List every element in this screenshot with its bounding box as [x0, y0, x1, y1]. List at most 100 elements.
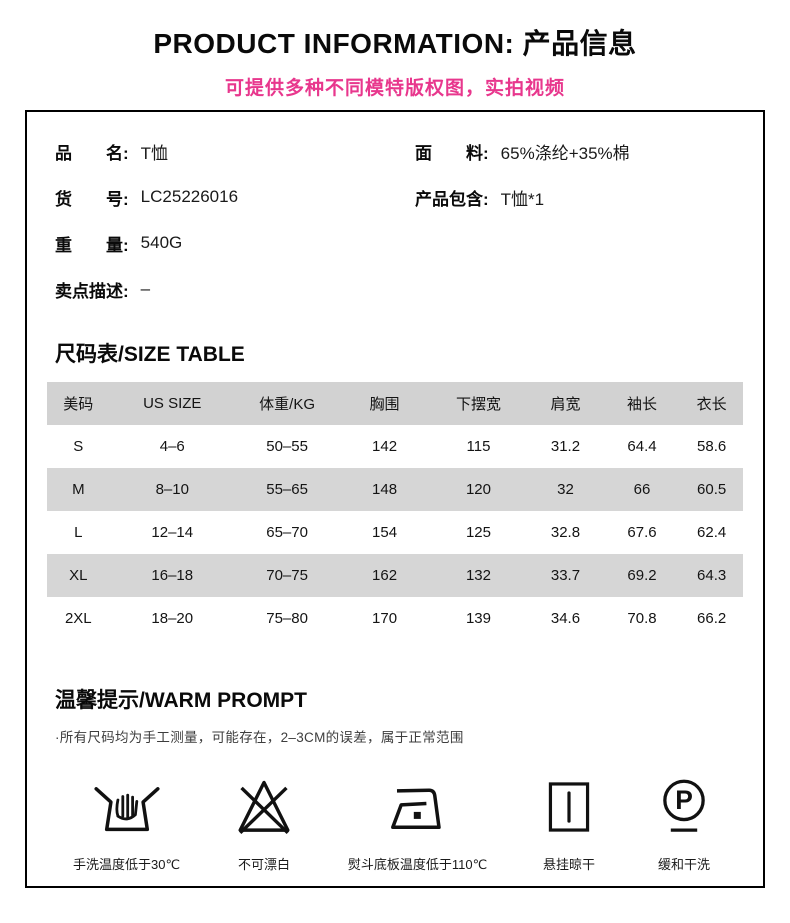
table-cell: 142 [372, 438, 398, 455]
table-cell: 148 [372, 481, 398, 498]
care-label: 缓和干洗 [657, 857, 710, 872]
table-cell: 64.4 [627, 438, 657, 455]
table-cell: L [74, 524, 83, 541]
column-header: 衣长 [696, 396, 727, 413]
table-cell: 120 [465, 481, 491, 498]
column-header: 下摆宽 [455, 396, 501, 413]
table-cell: M [72, 481, 85, 498]
table-cell: S [73, 438, 84, 455]
table-cell: 62.4 [697, 524, 727, 541]
page-subtitle: 可提供多种不同模特版权图，实拍视频 [224, 78, 565, 99]
table-cell: 70–75 [266, 567, 308, 584]
care-item-iron-low: 熨斗底板温度低于110℃ [348, 772, 487, 873]
gentle-dry-clean-icon: P [651, 772, 717, 842]
table-cell: 64.3 [697, 567, 727, 584]
size-table-header: 美码 US SIZE 体重/KG 胸围 下摆宽 肩宽 袖长 衣长 [47, 382, 743, 425]
table-cell: 16–18 [151, 567, 194, 584]
size-table: 美码 US SIZE 体重/KG 胸围 下摆宽 肩宽 袖长 衣长 S 4–6 5… [47, 382, 743, 640]
attribute-value: – [140, 279, 151, 298]
table-cell: 4–6 [159, 438, 185, 455]
attribute-fabric: 面 料: 65%涤纶+35%棉 [415, 128, 735, 174]
column-header: 美码 [63, 396, 94, 413]
attribute-label: 重 量: [55, 235, 129, 255]
attribute-label: 面 料: [415, 143, 489, 163]
care-label: 悬挂晾干 [543, 857, 596, 872]
attribute-label: 品 名: [55, 143, 129, 163]
table-cell: 32 [557, 481, 574, 498]
column-header: 肩宽 [550, 396, 581, 413]
table-cell: 125 [465, 524, 491, 541]
table-cell: XL [69, 567, 88, 584]
attribute-value: LC25226016 [140, 187, 239, 206]
attribute-value: T恤*1 [500, 189, 545, 209]
attribute-item-number: 货 号: LC25226016 [55, 174, 415, 220]
table-cell: 67.6 [627, 524, 657, 541]
column-header: 袖长 [627, 396, 658, 413]
table-cell: 162 [372, 567, 398, 584]
table-cell: 132 [465, 567, 491, 584]
table-cell: 75–80 [266, 610, 308, 627]
table-cell: 32.8 [550, 524, 581, 541]
table-row-size-2xl: 2XL 18–20 75–80 170 139 34.6 70.8 66.2 [47, 597, 743, 640]
warm-prompt-heading: 温馨提示/WARM PROMPT [55, 689, 307, 712]
column-header: 胸围 [369, 396, 400, 413]
table-cell: 50–55 [266, 438, 308, 455]
attribute-value: T恤 [140, 143, 169, 163]
page-title: PRODUCT INFORMATION: 产品信息 [153, 28, 637, 59]
care-label: 不可漂白 [237, 857, 290, 872]
table-cell: 69.2 [627, 567, 657, 584]
care-label: 熨斗底板温度低于110℃ [347, 857, 488, 872]
iron-low-temp-icon [383, 772, 453, 842]
column-header: 体重/KG [259, 396, 316, 413]
table-row-size-l: L 12–14 65–70 154 125 32.8 67.6 62.4 [47, 511, 743, 554]
attribute-product-name: 品 名: T恤 [55, 128, 415, 174]
care-item-no-bleach: 不可漂白 [230, 772, 298, 873]
table-cell: 58.6 [697, 438, 727, 455]
table-cell: 170 [372, 610, 398, 627]
table-cell: 66.2 [697, 610, 727, 627]
table-cell: 55–65 [266, 481, 308, 498]
hand-wash-icon [91, 772, 163, 842]
attribute-label: 卖点描述: [55, 281, 129, 301]
attributes-left-column: 品 名: T恤 货 号: LC25226016 重 量: 540G 卖点描述: … [55, 128, 415, 312]
table-cell: 18–20 [151, 610, 194, 627]
table-cell: 115 [466, 438, 491, 455]
attribute-selling-point: 卖点描述: – [55, 266, 415, 312]
attribute-weight: 重 量: 540G [55, 220, 415, 266]
table-cell: 8–10 [155, 481, 189, 498]
table-cell: 2XL [64, 610, 92, 627]
table-cell: 33.7 [550, 567, 581, 584]
care-item-hand-wash: 手洗温度低于30℃ [73, 772, 180, 873]
hang-dry-icon [537, 772, 601, 842]
attributes-right-column: 面 料: 65%涤纶+35%棉 产品包含: T恤*1 [415, 128, 735, 312]
attribute-value: 65%涤纶+35%棉 [500, 143, 630, 163]
table-cell: 12–14 [151, 524, 194, 541]
table-cell: 139 [465, 610, 491, 627]
care-item-gentle-dry-clean: P 缓和干洗 [651, 772, 717, 873]
table-row-size-s: S 4–6 50–55 142 115 31.2 64.4 58.6 [47, 425, 743, 468]
column-header: US SIZE [143, 395, 202, 412]
table-cell: 66 [633, 481, 651, 498]
care-instructions: 手洗温度低于30℃ 不可漂白 [47, 772, 743, 873]
table-row-size-m: M 8–10 55–65 148 120 32 66 60.5 [47, 468, 743, 511]
no-bleach-icon [230, 772, 298, 842]
care-item-hang-dry: 悬挂晾干 [537, 772, 601, 873]
warm-prompt-note: ·所有尺码均为手工测量，可能存在，2–3CM的误差，属于正常范围 [55, 730, 464, 745]
attribute-package-contains: 产品包含: T恤*1 [415, 174, 735, 220]
care-label: 手洗温度低于30℃ [73, 857, 181, 872]
table-cell: 34.6 [550, 610, 581, 627]
size-table-header-row: 美码 US SIZE 体重/KG 胸围 下摆宽 肩宽 袖长 衣长 [47, 382, 743, 425]
table-row-size-xl: XL 16–18 70–75 162 132 33.7 69.2 64.3 [47, 554, 743, 597]
table-cell: 65–70 [266, 524, 308, 541]
table-cell: 60.5 [697, 481, 727, 498]
product-info-box: 品 名: T恤 货 号: LC25226016 重 量: 540G 卖点描述: … [25, 110, 765, 888]
attribute-label: 产品包含: [415, 189, 489, 209]
attribute-label: 货 号: [55, 189, 129, 209]
table-cell: 154 [372, 524, 398, 541]
attribute-value: 540G [140, 233, 183, 252]
product-attributes: 品 名: T恤 货 号: LC25226016 重 量: 540G 卖点描述: … [47, 128, 743, 312]
size-table-heading: 尺码表/SIZE TABLE [55, 343, 245, 366]
table-cell: 31.2 [550, 438, 581, 455]
dry-clean-letter: P [675, 785, 693, 815]
